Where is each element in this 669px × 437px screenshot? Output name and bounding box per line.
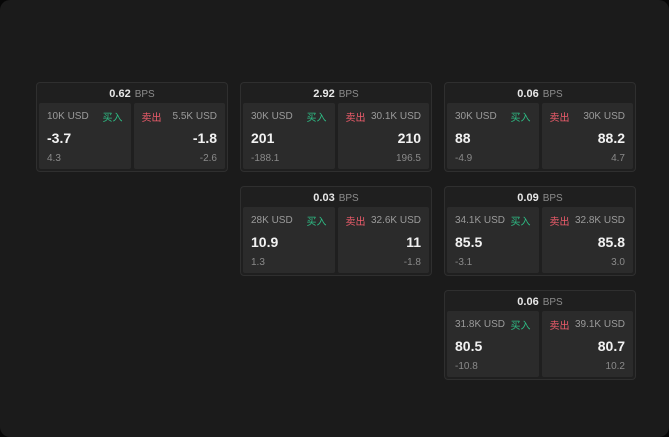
buy-panel[interactable]: 31.8K USD 买入 80.5 -10.8: [447, 311, 539, 377]
buy-button[interactable]: 买入: [510, 113, 531, 124]
spread-header: 0.62 BPS: [39, 85, 225, 103]
spread-header: 0.06 BPS: [447, 293, 633, 311]
buy-price: 80.5: [455, 337, 483, 354]
spread-value: 0.62: [109, 88, 131, 100]
quote-card: 2.92 BPS 30K USD 买入 201 -188.1 卖出 30.1K …: [240, 82, 432, 172]
bps-label: BPS: [134, 89, 155, 100]
buy-price: 201: [251, 129, 275, 146]
sell-size: 32.8K USD: [574, 215, 625, 226]
buy-button[interactable]: 买入: [306, 113, 327, 124]
bps-label: BPS: [542, 193, 563, 204]
sell-panel[interactable]: 卖出 5.5K USD -1.8 -2.6: [133, 103, 225, 169]
buy-price: 10.9: [251, 233, 279, 250]
sell-button[interactable]: 卖出: [549, 217, 570, 228]
buy-delta: -188.1: [251, 152, 280, 164]
quote-card: 0.06 BPS 30K USD 买入 88 -4.9 卖出 30K USD: [444, 82, 636, 172]
buy-price: 85.5: [455, 233, 483, 250]
quote-card: 0.03 BPS 28K USD 买入 10.9 1.3 卖出 32.6K US…: [240, 186, 432, 276]
sell-panel[interactable]: 卖出 30K USD 88.2 4.7: [541, 103, 633, 169]
buy-size: 28K USD: [251, 215, 293, 226]
spread-value: 0.03: [313, 192, 335, 204]
sell-price: 11: [406, 233, 421, 250]
sell-delta: -1.8: [403, 256, 421, 268]
buy-delta: -10.8: [455, 360, 478, 372]
buy-size: 31.8K USD: [455, 319, 506, 330]
sell-panel[interactable]: 卖出 32.6K USD 11 -1.8: [337, 207, 429, 273]
buy-button[interactable]: 买入: [306, 217, 327, 228]
bps-label: BPS: [338, 89, 359, 100]
buy-size: 10K USD: [47, 111, 89, 122]
buy-delta: -4.9: [455, 152, 473, 164]
sell-delta: 196.5: [395, 152, 421, 164]
buy-button[interactable]: 买入: [510, 217, 531, 228]
buy-delta: 1.3: [251, 256, 265, 268]
sell-button[interactable]: 卖出: [549, 113, 570, 124]
quote-card: 0.06 BPS 31.8K USD 买入 80.5 -10.8 卖出 39.1…: [444, 290, 636, 380]
sell-button[interactable]: 卖出: [345, 217, 366, 228]
buy-panel[interactable]: 28K USD 买入 10.9 1.3: [243, 207, 335, 273]
spread-value: 2.92: [313, 88, 335, 100]
sell-delta: -2.6: [199, 152, 217, 164]
buy-button[interactable]: 买入: [102, 113, 123, 124]
sell-button[interactable]: 卖出: [345, 113, 366, 124]
spread-header: 2.92 BPS: [243, 85, 429, 103]
sell-delta: 4.7: [611, 152, 625, 164]
sell-button[interactable]: 卖出: [549, 321, 570, 332]
buy-panel[interactable]: 30K USD 买入 88 -4.9: [447, 103, 539, 169]
buy-panel[interactable]: 30K USD 买入 201 -188.1: [243, 103, 335, 169]
bps-label: BPS: [338, 193, 359, 204]
spread-header: 0.09 BPS: [447, 189, 633, 207]
spread-value: 0.09: [517, 192, 539, 204]
sell-button[interactable]: 卖出: [141, 113, 162, 124]
buy-size: 30K USD: [455, 111, 497, 122]
quote-card: 0.09 BPS 34.1K USD 买入 85.5 -3.1 卖出 32.8K…: [444, 186, 636, 276]
quote-cards-grid: 0.62 BPS 10K USD 买入 -3.7 4.3 卖出 5.5K USD: [36, 82, 636, 380]
bps-label: BPS: [542, 89, 563, 100]
buy-button[interactable]: 买入: [510, 321, 531, 332]
sell-delta: 10.2: [605, 360, 625, 372]
buy-panel[interactable]: 34.1K USD 买入 85.5 -3.1: [447, 207, 539, 273]
spread-header: 0.03 BPS: [243, 189, 429, 207]
sell-size: 30K USD: [583, 111, 625, 122]
buy-panel[interactable]: 10K USD 买入 -3.7 4.3: [39, 103, 131, 169]
spread-value: 0.06: [517, 88, 539, 100]
spread-value: 0.06: [517, 296, 539, 308]
sell-size: 30.1K USD: [370, 111, 421, 122]
sell-size: 32.6K USD: [370, 215, 421, 226]
sell-price: 210: [397, 129, 421, 146]
sell-price: 88.2: [597, 129, 625, 146]
spread-header: 0.06 BPS: [447, 85, 633, 103]
sell-panel[interactable]: 卖出 32.8K USD 85.8 3.0: [541, 207, 633, 273]
sell-panel[interactable]: 卖出 30.1K USD 210 196.5: [337, 103, 429, 169]
sell-size: 39.1K USD: [574, 319, 625, 330]
buy-size: 34.1K USD: [455, 215, 506, 226]
buy-delta: -3.1: [455, 256, 473, 268]
buy-delta: 4.3: [47, 152, 61, 164]
sell-size: 5.5K USD: [172, 111, 217, 122]
sell-price: 85.8: [597, 233, 625, 250]
sell-price: -1.8: [192, 129, 217, 146]
sell-delta: 3.0: [611, 256, 625, 268]
bps-label: BPS: [542, 297, 563, 308]
sell-price: 80.7: [597, 337, 625, 354]
buy-price: -3.7: [47, 129, 72, 146]
buy-price: 88: [455, 129, 471, 146]
buy-size: 30K USD: [251, 111, 293, 122]
sell-panel[interactable]: 卖出 39.1K USD 80.7 10.2: [541, 311, 633, 377]
quote-card: 0.62 BPS 10K USD 买入 -3.7 4.3 卖出 5.5K USD: [36, 82, 228, 172]
